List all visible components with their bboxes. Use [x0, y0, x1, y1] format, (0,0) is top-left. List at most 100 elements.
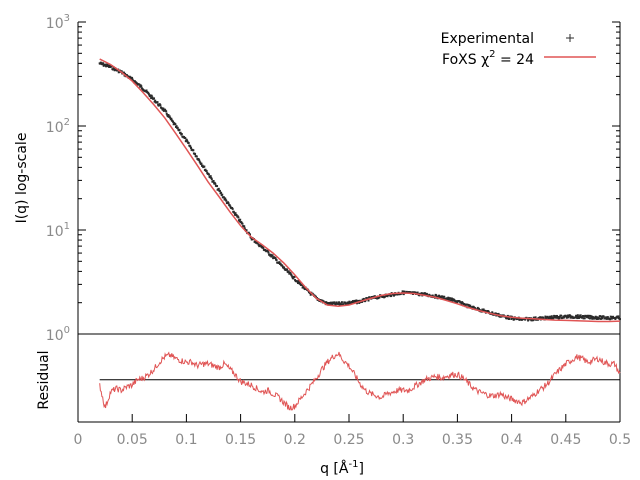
experimental-point — [169, 116, 172, 119]
experimental-point — [140, 85, 143, 88]
experimental-point — [294, 279, 297, 282]
experimental-point — [150, 97, 153, 100]
experimental-point — [166, 115, 169, 118]
experimental-point — [170, 117, 173, 120]
experimental-point — [591, 315, 594, 318]
experimental-point — [578, 316, 581, 319]
experimental-point — [274, 257, 277, 260]
legend-label-fit: FoXS χ2 = 24 — [442, 49, 534, 68]
x-axis-label-exp: -1 — [348, 459, 358, 470]
experimental-point — [254, 240, 257, 243]
experimental-point — [558, 315, 561, 318]
experimental-point — [346, 302, 349, 305]
experimental-point — [403, 290, 406, 293]
experimental-point — [296, 280, 299, 283]
experimental-point — [131, 77, 134, 80]
experimental-point — [248, 233, 251, 236]
experimental-point — [267, 251, 270, 254]
experimental-point — [449, 297, 452, 300]
experimental-point — [162, 109, 165, 112]
experimental-point — [287, 270, 290, 273]
experimental-point — [441, 295, 444, 298]
experimental-point — [539, 316, 542, 319]
experimental-point — [149, 94, 152, 97]
experimental-point — [186, 140, 189, 143]
experimental-point — [266, 250, 269, 253]
experimental-point — [351, 301, 354, 304]
experimental-point — [606, 317, 609, 320]
experimental-point — [562, 316, 565, 319]
experimental-point — [542, 317, 545, 320]
experimental-point — [239, 218, 242, 221]
chart-legend: Experimental FoXS χ2 = 24 — [441, 31, 596, 68]
experimental-point — [560, 314, 563, 317]
experimental-point — [527, 319, 530, 322]
experimental-point — [207, 173, 210, 176]
experimental-point — [218, 189, 221, 192]
experimental-point — [587, 316, 590, 319]
experimental-point — [606, 316, 609, 319]
experimental-point — [324, 301, 327, 304]
experimental-point — [101, 63, 104, 66]
experimental-point — [487, 310, 490, 313]
x-tick-label: 0.3 — [392, 432, 414, 448]
experimental-point — [585, 315, 588, 318]
experimental-point — [132, 80, 135, 83]
experimental-point — [236, 215, 239, 218]
experimental-point — [120, 70, 123, 73]
experimental-point — [268, 253, 271, 256]
experimental-point — [583, 315, 586, 318]
experimental-point — [209, 175, 212, 178]
experimental-point — [327, 302, 330, 305]
experimental-point — [438, 294, 441, 297]
experimental-point — [238, 220, 241, 223]
experimental-point — [507, 317, 510, 320]
experimental-point — [376, 297, 379, 300]
experimental-point — [446, 298, 449, 301]
experimental-point — [144, 90, 147, 93]
experimental-point — [281, 264, 284, 267]
experimental-point — [222, 196, 225, 199]
experimental-point — [599, 315, 602, 318]
x-tick-label: 0.15 — [225, 432, 256, 448]
main-y-tick-exp: 2 — [64, 117, 70, 128]
experimental-point — [299, 281, 302, 284]
experimental-point — [325, 301, 328, 304]
experimental-point — [165, 110, 168, 113]
experimental-point — [588, 314, 591, 317]
experimental-point — [442, 297, 445, 300]
main-y-tick-label: 102 — [46, 117, 70, 136]
experimental-point — [107, 64, 110, 67]
experimental-point — [610, 317, 613, 320]
experimental-point — [499, 315, 502, 318]
experimental-point — [210, 177, 213, 180]
experimental-point — [491, 311, 494, 314]
experimental-point — [569, 316, 572, 319]
experimental-point — [225, 199, 228, 202]
experimental-point — [337, 302, 340, 305]
legend-fit-exp: 2 — [489, 49, 495, 60]
main-y-tick-exp: 0 — [64, 325, 70, 336]
experimental-point — [566, 314, 569, 317]
experimental-point — [361, 300, 364, 303]
experimental-point — [197, 157, 200, 160]
experimental-point — [461, 302, 464, 305]
experimental-point — [297, 279, 300, 282]
experimental-point — [205, 169, 208, 172]
experimental-point — [613, 316, 616, 319]
x-axis-label-text: q [Å — [320, 460, 349, 477]
experimental-point — [532, 319, 535, 322]
main-y-tick-base: 10 — [46, 224, 64, 240]
experimental-point — [235, 214, 238, 217]
experimental-point — [431, 294, 434, 297]
experimental-point — [362, 297, 365, 300]
main-series-group — [98, 58, 621, 323]
experimental-point — [494, 312, 497, 315]
experimental-point — [301, 284, 304, 287]
experimental-point — [216, 185, 219, 188]
experimental-point — [550, 317, 553, 320]
experimental-point — [194, 153, 197, 156]
experimental-point — [590, 315, 593, 318]
